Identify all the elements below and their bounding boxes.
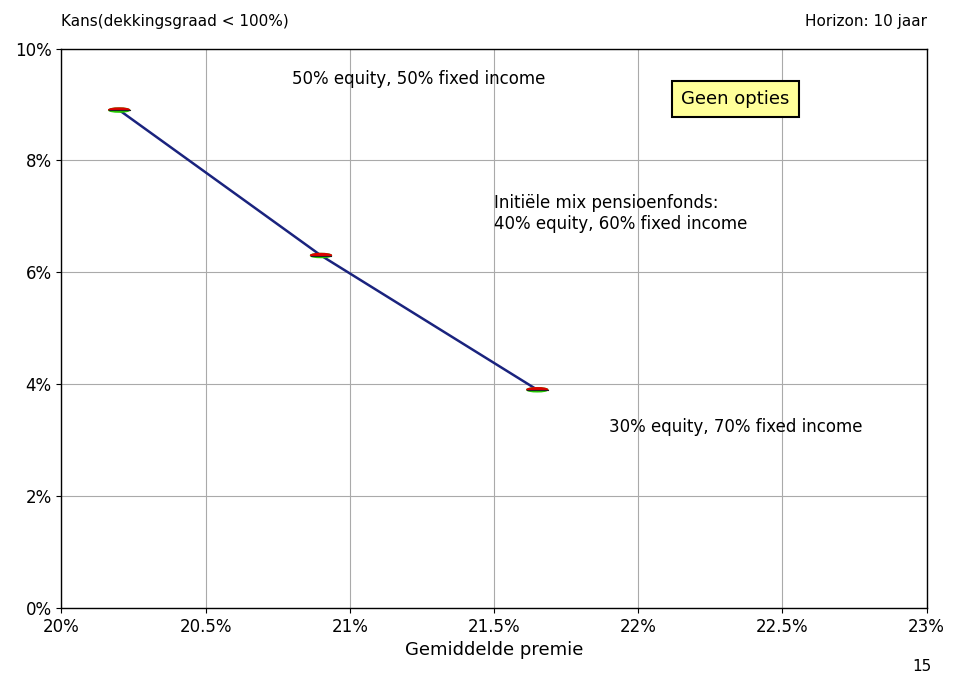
Text: Horizon: 10 jaar: Horizon: 10 jaar	[804, 14, 926, 29]
Text: Initiële mix pensioenfonds:
40% equity, 60% fixed income: Initiële mix pensioenfonds: 40% equity, …	[494, 194, 748, 233]
Circle shape	[108, 108, 130, 112]
Circle shape	[310, 253, 331, 257]
X-axis label: Gemiddelde premie: Gemiddelde premie	[405, 641, 584, 659]
Wedge shape	[527, 388, 548, 390]
Circle shape	[527, 388, 548, 392]
Text: 30% equity, 70% fixed income: 30% equity, 70% fixed income	[610, 418, 863, 436]
Text: Kans(dekkingsgraad < 100%): Kans(dekkingsgraad < 100%)	[61, 14, 289, 29]
Wedge shape	[108, 108, 130, 110]
Text: Geen opties: Geen opties	[682, 90, 790, 108]
Text: 50% equity, 50% fixed income: 50% equity, 50% fixed income	[292, 69, 545, 87]
Wedge shape	[310, 253, 331, 255]
Text: 15: 15	[912, 659, 931, 674]
